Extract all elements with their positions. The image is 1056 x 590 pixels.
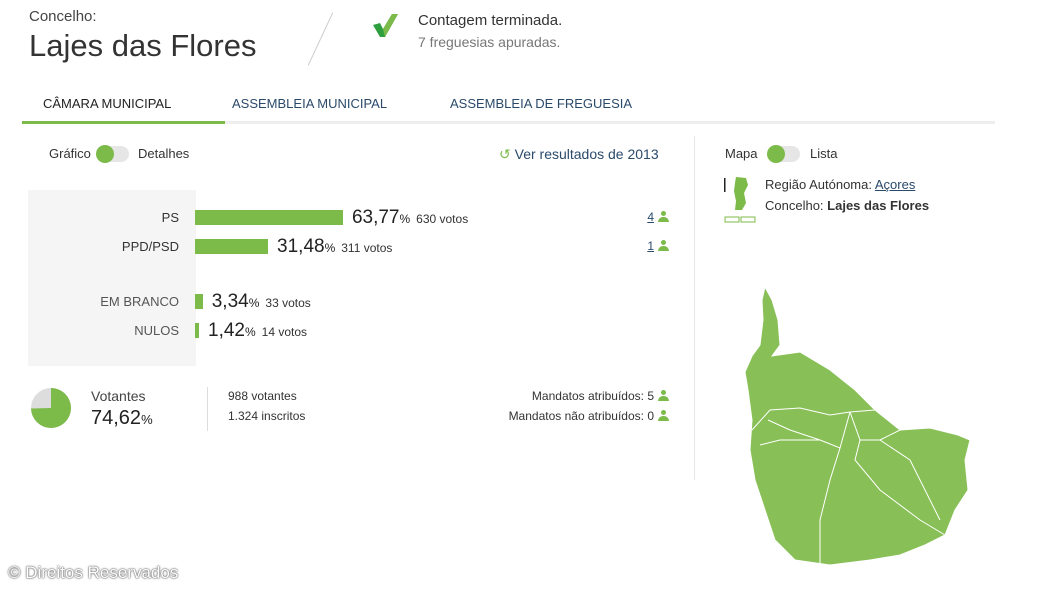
- pct-value: 63,77: [351, 207, 400, 228]
- person-icon: [658, 410, 669, 421]
- column-divider: [694, 136, 695, 480]
- votes-count: 311 votos: [341, 241, 393, 255]
- pct-value: 31,48: [277, 236, 325, 257]
- tab-camara-municipal[interactable]: CÂMARA MUNICIPAL: [43, 96, 172, 111]
- person-icon: [658, 240, 669, 251]
- page-title: Lajes das Flores: [29, 28, 257, 63]
- pct-value: 3,34: [211, 291, 249, 312]
- active-tab-indicator: [22, 121, 225, 124]
- mandates-assigned: Mandatos atribuídos: 5: [532, 389, 669, 403]
- details-view-label: Detalhes: [138, 146, 190, 161]
- divider: [307, 12, 334, 66]
- result-bar: [195, 294, 203, 309]
- copyright-watermark: © Direitos Reservados: [8, 563, 179, 582]
- map-toggle[interactable]: [767, 145, 800, 163]
- party-label: EM BRANCO: [100, 294, 179, 309]
- party-label: PS: [161, 210, 179, 225]
- party-label: PPD/PSD: [121, 239, 179, 254]
- result-percentage: 31,48% 311 votos: [277, 236, 392, 258]
- parish-borders: [751, 407, 946, 565]
- turnout-pie: [31, 388, 71, 428]
- previous-results-text: Ver resultados de 2013: [514, 146, 659, 162]
- tab-assembleia-freguesia[interactable]: ASSEMBLEIA DE FREGUESIA: [450, 96, 633, 111]
- result-bar: [195, 323, 199, 338]
- mandates-link[interactable]: 4: [647, 210, 669, 224]
- chart-view-label: Gráfico: [49, 146, 91, 161]
- votes-count: 33 votos: [265, 296, 311, 310]
- municipality-label: Concelho:: [29, 8, 97, 25]
- region-link[interactable]: Açores: [874, 177, 916, 192]
- parishes-status: 7 freguesias apuradas.: [418, 34, 561, 50]
- mandates-count: 1: [647, 239, 654, 253]
- votes-count: 14 votos: [261, 325, 308, 339]
- turnout-slice: [31, 388, 71, 428]
- party-label: NULOS: [134, 323, 179, 338]
- person-icon: [658, 211, 669, 222]
- pct-sign: %: [399, 212, 411, 226]
- tab-assembleia-municipal[interactable]: ASSEMBLEIA MUNICIPAL: [232, 96, 388, 111]
- pct-value: 1,42: [208, 320, 245, 341]
- municipality-line: Concelho: Lajes das Flores: [765, 198, 929, 213]
- portugal-mini-map-icon[interactable]: [722, 175, 758, 225]
- turnout-value: 74,62: [91, 407, 142, 429]
- pct-sign: %: [141, 412, 153, 427]
- result-bar: [195, 210, 343, 225]
- mandates-unassigned: Mandatos não atribuídos: 0: [509, 409, 669, 423]
- region-line: Região Autónoma: Açores: [765, 177, 915, 192]
- check-icon: [373, 14, 398, 37]
- party-label-panel: [28, 190, 196, 366]
- mandates-unassigned-text: Mandatos não atribuídos: 0: [508, 409, 654, 423]
- previous-results-link[interactable]: ↺ Ver resultados de 2013: [499, 146, 659, 163]
- map-island-shape[interactable]: [744, 285, 971, 566]
- map-view-label: Mapa: [725, 146, 758, 161]
- tab-bar: CÂMARA MUNICIPAL ASSEMBLEIA MUNICIPAL AS…: [22, 88, 995, 124]
- mandates-assigned-text: Mandatos atribuídos: 5: [531, 389, 654, 403]
- divider: [207, 387, 208, 431]
- voters-count: 988 votantes: [228, 389, 297, 403]
- result-bar: [195, 239, 269, 254]
- pct-sign: %: [244, 325, 256, 339]
- mandates-link[interactable]: 1: [647, 239, 669, 253]
- pct-sign: %: [324, 241, 336, 255]
- view-toggle[interactable]: [96, 145, 129, 163]
- result-percentage: 63,77% 630 votos: [352, 207, 468, 229]
- history-icon: ↺: [499, 146, 511, 162]
- result-percentage: 3,34% 33 votos: [212, 291, 311, 313]
- region-label: Região Autónoma:: [765, 177, 872, 192]
- list-view-label: Lista: [810, 146, 838, 161]
- municipality-label: Concelho:: [765, 198, 824, 213]
- turnout-label: Votantes: [91, 388, 146, 404]
- person-icon: [658, 390, 669, 401]
- turnout-pct: 74,62%: [91, 407, 153, 430]
- pct-sign: %: [248, 296, 260, 310]
- count-status: Contagem terminada.: [418, 12, 563, 29]
- votes-count: 630 votos: [416, 212, 469, 226]
- municipality-name: Lajes das Flores: [827, 198, 930, 213]
- registered-count: 1.324 inscritos: [228, 409, 306, 423]
- mandates-count: 4: [647, 210, 654, 224]
- result-percentage: 1,42% 14 votos: [208, 320, 307, 342]
